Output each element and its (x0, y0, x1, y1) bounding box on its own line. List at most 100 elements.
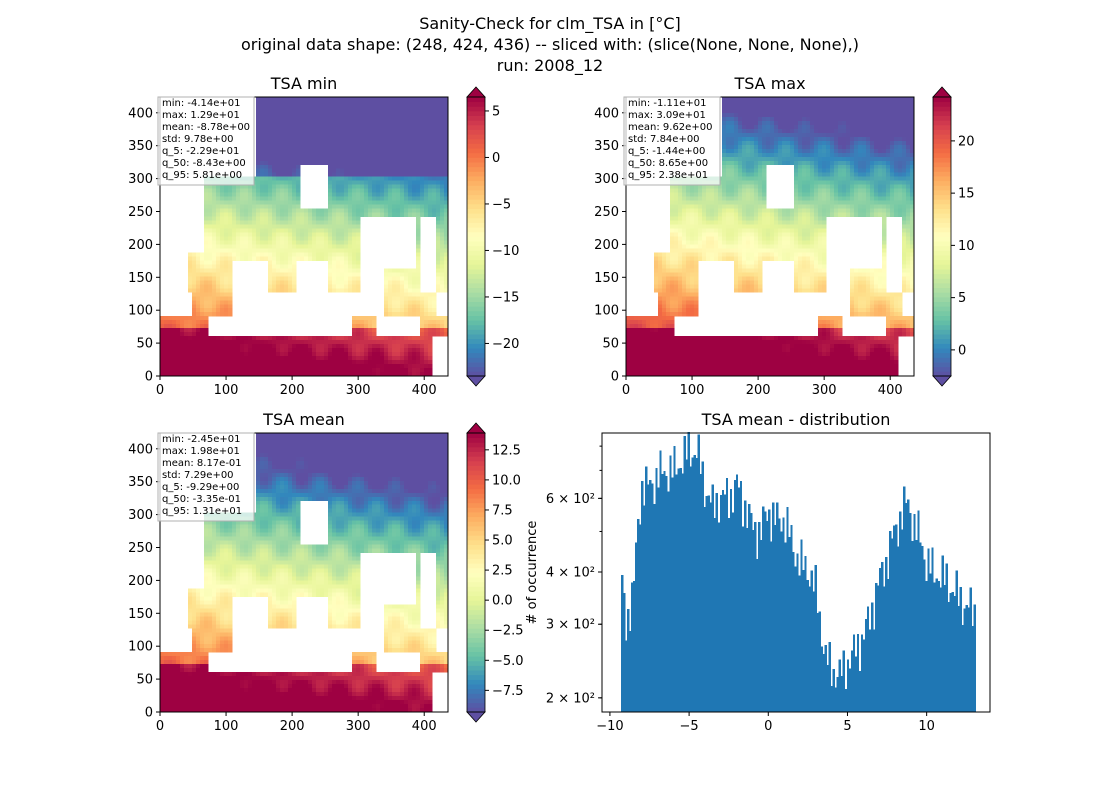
heatmap-cell (826, 172, 831, 178)
heatmap-cell (412, 124, 417, 130)
heatmap-cell (428, 132, 433, 138)
heatmap-cell (850, 156, 855, 162)
heatmap-cell (336, 372, 341, 377)
heatmap-cell (252, 372, 257, 377)
heatmap-cell (810, 176, 815, 182)
heatmap-cell (164, 344, 169, 349)
heatmap-cell (894, 164, 899, 170)
heatmap-cell (874, 168, 879, 174)
heatmap-cell (742, 144, 747, 150)
heatmap-cell (320, 372, 325, 377)
heatmap-cell (420, 188, 425, 194)
heatmap-cell (344, 152, 349, 158)
heatmap-cell (356, 188, 361, 194)
heatmap-cell (276, 352, 281, 357)
heatmap-cell (400, 120, 405, 126)
heatmap-cell (870, 172, 875, 178)
colorbar-segment (467, 124, 485, 130)
heatmap-cell (356, 368, 361, 373)
heatmap-cell (216, 340, 221, 345)
heatmap-cell (754, 164, 759, 170)
heatmap-cell (220, 348, 225, 353)
heatmap-cell (790, 228, 795, 233)
heatmap-cell (858, 156, 863, 162)
heatmap-cell (332, 136, 337, 142)
heatmap-cell (782, 140, 787, 146)
heatmap-cell (360, 336, 365, 341)
heatmap-cell (400, 200, 405, 206)
heatmap-cell (822, 128, 827, 134)
heatmap-cell (208, 352, 213, 357)
heatmap-cell (802, 204, 807, 209)
heatmap-cell (734, 112, 739, 118)
heatmap-cell (722, 112, 727, 118)
heatmap-cell (886, 168, 891, 174)
heatmap-cell (866, 148, 871, 154)
heatmap-cell (906, 208, 911, 213)
heatmap-cell (332, 100, 337, 106)
heatmap-cell (396, 356, 401, 361)
heatmap-cell (272, 184, 277, 190)
heatmap-cell (770, 108, 775, 114)
heatmap-cell (842, 204, 847, 209)
heatmap-cell (678, 228, 683, 233)
heatmap-cell (244, 344, 249, 349)
heatmap-cell (400, 360, 405, 365)
heatmap-cell (308, 160, 313, 166)
heatmap-cell (364, 168, 369, 174)
heatmap-cell (332, 348, 337, 353)
heatmap-cell (272, 172, 277, 178)
heatmap-cell (288, 252, 293, 257)
heatmap-cell (762, 152, 767, 158)
heatmap-cell (344, 172, 349, 178)
heatmap-cell (826, 208, 831, 213)
heatmap-cell (316, 228, 321, 233)
heatmap-cell (268, 272, 273, 277)
heatmap-cell (336, 128, 341, 134)
heatmap-cell (228, 348, 233, 353)
heatmap-cell (328, 112, 333, 118)
heatmap-cell (204, 196, 209, 202)
heatmap-cell (730, 160, 735, 166)
heatmap-cell (806, 208, 811, 213)
heatmap-cell (436, 100, 441, 106)
heatmap-cell (328, 180, 333, 186)
heatmap-cell (308, 244, 313, 249)
heatmap-cell (360, 324, 365, 329)
heatmap-cell (898, 204, 903, 209)
heatmap-cell (360, 328, 365, 333)
heatmap-cell (348, 256, 353, 261)
heatmap-cell (272, 232, 277, 237)
heatmap-cell (300, 240, 305, 245)
heatmap-cell (850, 200, 855, 206)
heatmap-cell (192, 256, 197, 261)
heatmap-cell (738, 128, 743, 134)
heatmap-cell (220, 364, 225, 369)
colorbar-segment (467, 301, 485, 307)
heatmap-cell (822, 100, 827, 106)
heatmap-cell (228, 212, 233, 217)
heatmap-cell (204, 188, 209, 194)
heatmap-cell (854, 176, 859, 182)
heatmap-cell (762, 168, 767, 174)
heatmap-cell (224, 364, 229, 369)
heatmap-cell (416, 228, 421, 233)
heatmap-cell (272, 152, 277, 158)
heatmap-cell (814, 136, 819, 142)
heatmap-cell (870, 192, 875, 198)
heatmap-cell (352, 212, 357, 217)
heatmap-cell (902, 208, 907, 213)
heatmap-cell (276, 256, 281, 261)
heatmap-cell (862, 148, 867, 154)
heatmap-cell (284, 97, 289, 102)
heatmap-cell (846, 188, 851, 194)
heatmap-cell (432, 144, 437, 150)
heatmap-cell (698, 224, 703, 229)
heatmap-cell (184, 344, 189, 349)
heatmap-cell (260, 372, 265, 377)
heatmap-cell (184, 328, 189, 333)
heatmap-cell (678, 192, 683, 198)
heatmap-cell (802, 172, 807, 178)
heatmap-cell (416, 120, 421, 126)
heatmap-cell (826, 180, 831, 186)
